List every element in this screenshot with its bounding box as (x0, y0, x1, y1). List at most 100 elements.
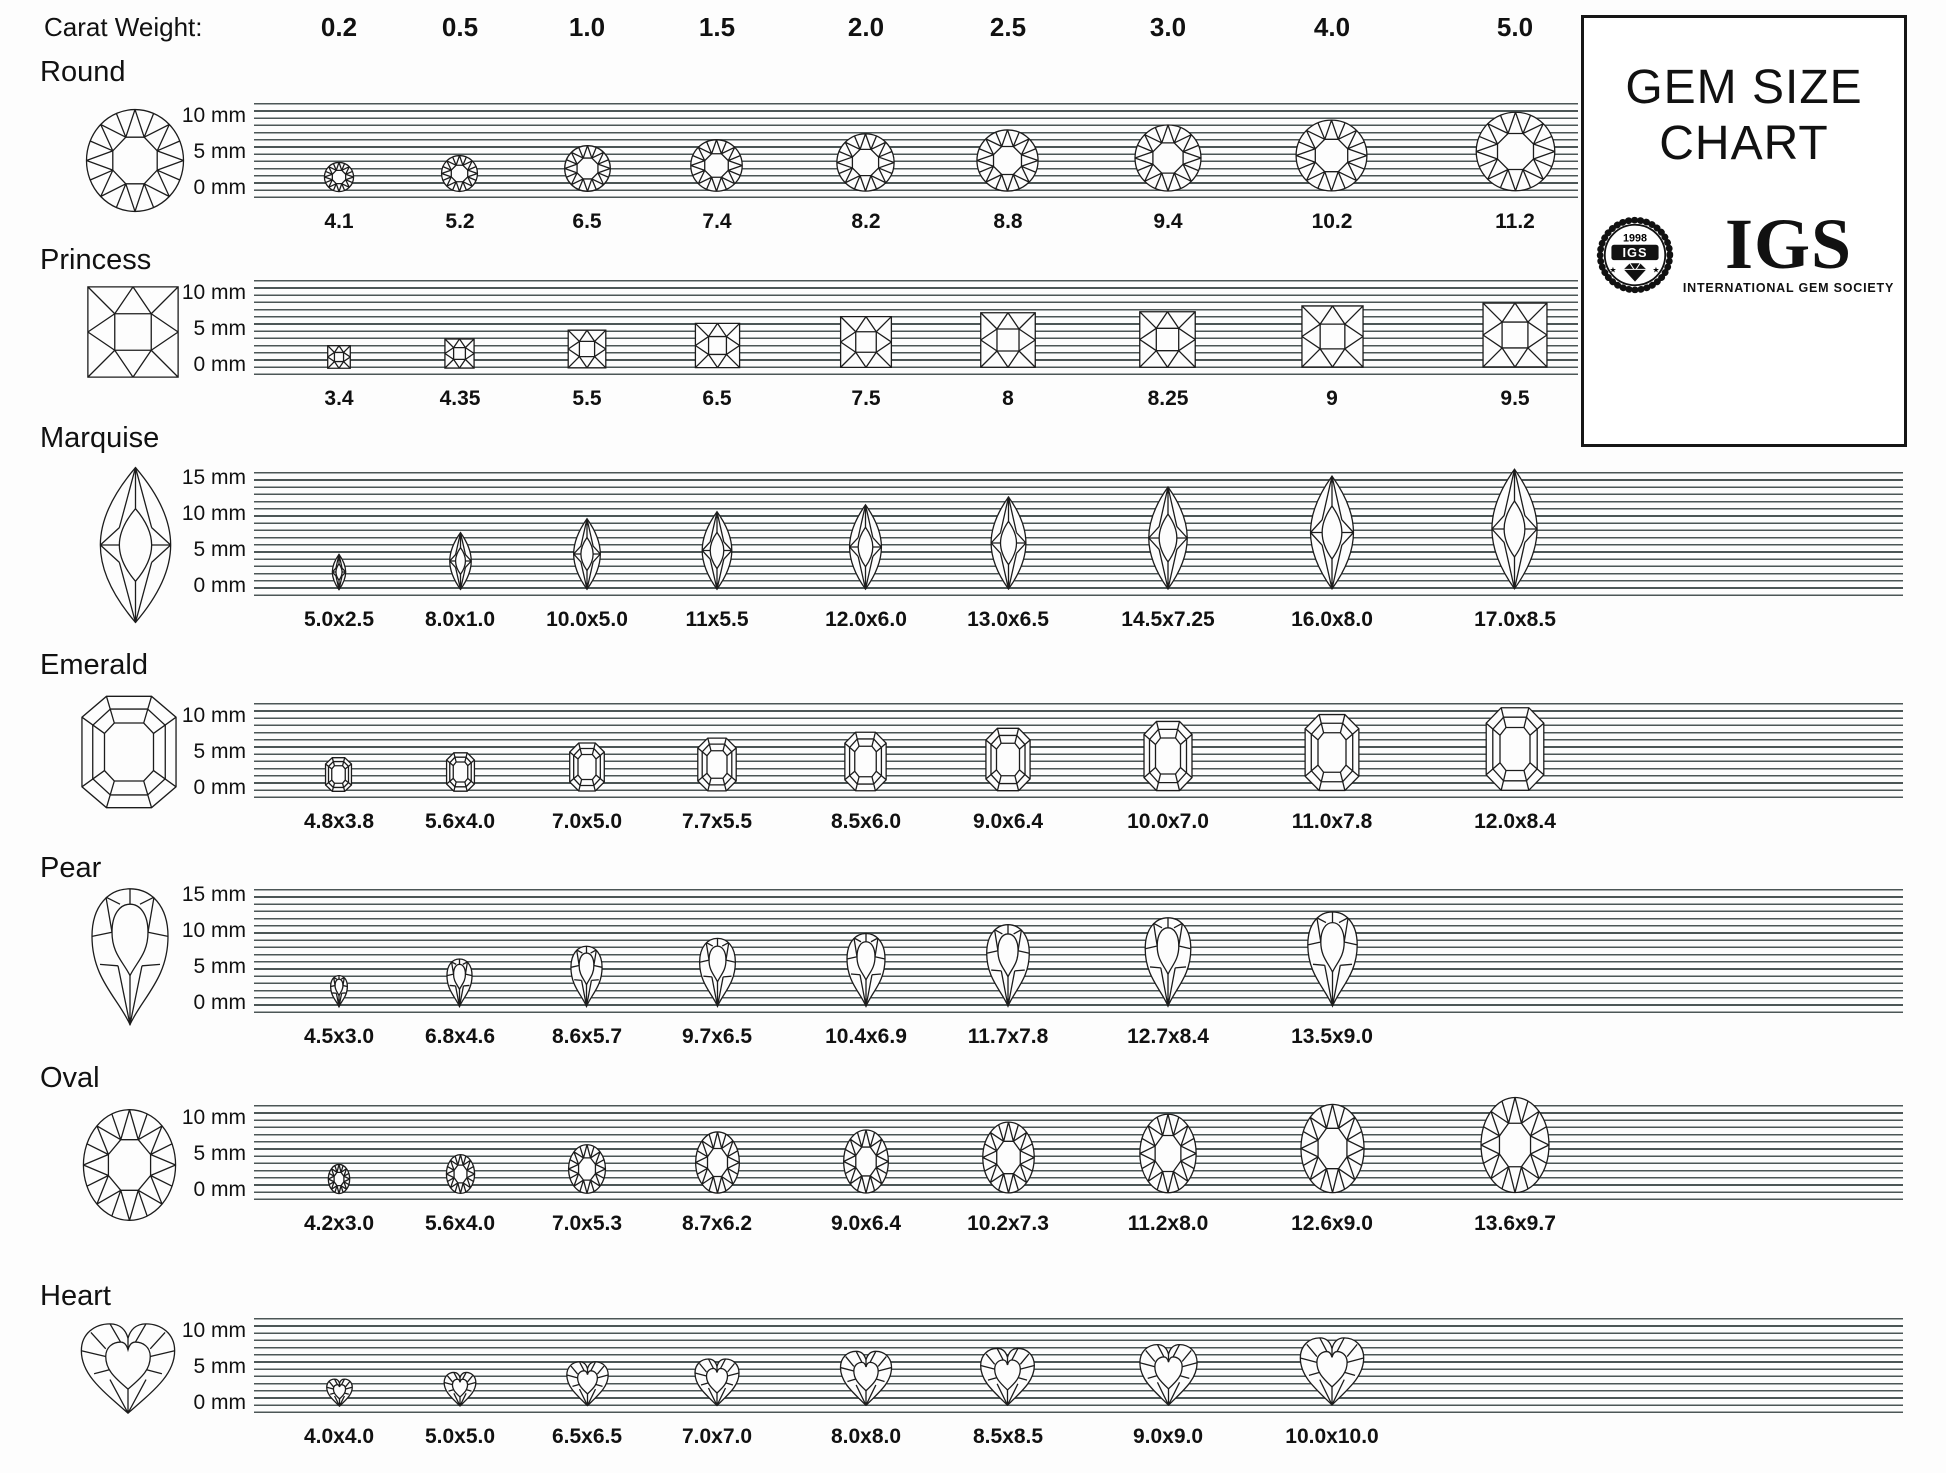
mm-scale-label: 0 mm (193, 574, 247, 597)
gem-size-label: 11.0x7.8 (1291, 810, 1373, 833)
oval-gem-icon (328, 1164, 350, 1194)
gem-size-label: 5.6x4.0 (424, 810, 496, 833)
shape-label-heart: Heart (40, 1280, 111, 1312)
mm-scale-label: 5 mm (193, 955, 247, 978)
gem-size-label: 16.0x8.0 (1291, 608, 1373, 631)
heart-gem-icon (694, 1358, 740, 1406)
heart-gem-icon (1299, 1337, 1365, 1406)
emerald-gem-icon (985, 727, 1031, 792)
mm-scale-label: 5 mm (193, 1142, 247, 1165)
round-gem-icon (690, 139, 743, 192)
shape-label-oval: Oval (40, 1062, 100, 1094)
gem-size-label: 4.5x3.0 (303, 1025, 375, 1048)
gem-size-label: 10.2 (1311, 210, 1353, 233)
gem-size-label: 10.0x10.0 (1285, 1425, 1379, 1448)
gem-size-label: 4.0x4.0 (303, 1425, 375, 1448)
emerald-gem-icon (1304, 714, 1360, 791)
oval-gem-icon (695, 1131, 740, 1194)
heart-gem-icon (326, 1378, 353, 1407)
seal-year: 1998 (1623, 233, 1647, 245)
gem-size-label: 9.0x6.4 (972, 810, 1044, 833)
heart-gem-icon (443, 1372, 477, 1407)
chart-title-line1: GEM SIZE (1625, 61, 1863, 114)
gem-size-label: 8.8 (993, 210, 1023, 233)
gem-size-label: 10.0x7.0 (1127, 810, 1209, 833)
gem-size-label: 7.7x5.5 (681, 810, 753, 833)
gem-size-label: 14.5x7.25 (1121, 608, 1215, 631)
igs-logo: 1998 IGS ★ ★ IGS INTERNATIONAL GEM SOCIE… (1584, 203, 1904, 296)
gem-size-label: 10.0x5.0 (546, 608, 628, 631)
marquise-gem-icon (332, 554, 346, 590)
title-box: GEM SIZE CHART 1998 IGS ★ ★ IGS INTERNAT… (1581, 15, 1907, 447)
round-gem-icon (836, 133, 895, 192)
princess-gem-icon (1301, 305, 1364, 368)
heart-gem-icon (1139, 1344, 1198, 1406)
mm-scale-label: 0 mm (193, 776, 247, 799)
mm-scale-label: 5 mm (193, 1355, 247, 1378)
pear-gem-icon (699, 937, 736, 1007)
igs-logo-text: IGS (1724, 203, 1853, 284)
carat-weight-value: 1.5 (698, 12, 736, 42)
gem-size-label: 9.5 (1500, 387, 1530, 410)
mm-scale-label: 15 mm (181, 466, 246, 489)
gem-size-label: 8.5x8.5 (972, 1425, 1044, 1448)
mm-scale-label: 5 mm (193, 538, 247, 561)
mm-scale-label: 15 mm (181, 883, 246, 906)
mm-scale-label: 5 mm (193, 140, 247, 163)
pear-gem-icon (446, 958, 473, 1007)
gem-size-label: 11.7x7.8 (967, 1025, 1049, 1048)
shape-label-pear: Pear (40, 852, 102, 884)
gem-size-label: 7.0x5.0 (551, 810, 623, 833)
gem-size-label: 8.5x6.0 (830, 810, 902, 833)
marquise-gem-icon (573, 518, 601, 590)
mm-ruler-band (254, 472, 1903, 596)
gem-size-label: 4.2x3.0 (303, 1212, 375, 1235)
igs-logo-subtitle: INTERNATIONAL GEM SOCIETY (1682, 281, 1895, 296)
oval-gem-icon (982, 1121, 1035, 1194)
marquise-gem-icon (990, 496, 1027, 590)
oval-gem-icon (1480, 1096, 1550, 1194)
mm-scale-label: 0 mm (193, 176, 247, 199)
gem-size-label: 6.5x6.5 (551, 1425, 623, 1448)
gem-size-label: 13.6x9.7 (1474, 1212, 1556, 1235)
mm-scale-label: 0 mm (193, 991, 247, 1014)
gem-size-label: 6.8x4.6 (424, 1025, 496, 1048)
round-gem-icon (441, 155, 478, 192)
emerald-gem-icon (1143, 720, 1193, 792)
gem-size-label: 10.4x6.9 (825, 1025, 907, 1048)
carat-weight-value: 1.0 (568, 12, 606, 42)
marquise-gem-icon (849, 504, 882, 590)
mm-scale-label: 10 mm (181, 281, 246, 304)
heart-gem-icon (566, 1361, 609, 1406)
mm-ruler-band (254, 1105, 1903, 1201)
carat-weight-value: 0.5 (441, 12, 479, 42)
mm-scale-label: 0 mm (193, 1178, 247, 1201)
gem-size-label: 7.4 (702, 210, 732, 233)
pear-gem-icon (986, 924, 1030, 1007)
marquise-gem-icon (701, 511, 733, 590)
gem-size-label: 17.0x8.5 (1474, 608, 1556, 631)
gem-size-label: 7.5 (851, 387, 881, 410)
gem-size-label: 4.1 (324, 210, 354, 233)
gem-size-label: 9.0x9.0 (1132, 1425, 1204, 1448)
round-gem-icon (1475, 111, 1556, 192)
pear-gem-icon (1307, 911, 1358, 1007)
carat-weight-value: 4.0 (1313, 12, 1351, 42)
gem-size-label: 12.6x9.0 (1291, 1212, 1373, 1235)
mm-scale-label: 10 mm (181, 502, 246, 525)
round-gem-icon (564, 145, 611, 192)
gem-size-label: 8.25 (1147, 387, 1189, 410)
gem-size-label: 11.2 (1495, 210, 1535, 233)
emerald-gem-icon (569, 742, 605, 792)
gem-size-label: 12.0x8.4 (1474, 810, 1556, 833)
marquise-gem-icon (1148, 486, 1188, 590)
mm-scale-label: 5 mm (193, 740, 247, 763)
mm-scale-label: 10 mm (181, 1319, 246, 1342)
gem-size-label: 5.2 (445, 210, 475, 233)
emerald-gem-icon (1485, 707, 1545, 791)
mm-ruler-band (254, 1318, 1903, 1414)
mm-scale-label: 10 mm (181, 704, 246, 727)
gem-size-label: 5.0x5.0 (424, 1425, 496, 1448)
round-gem-icon (1134, 124, 1202, 192)
